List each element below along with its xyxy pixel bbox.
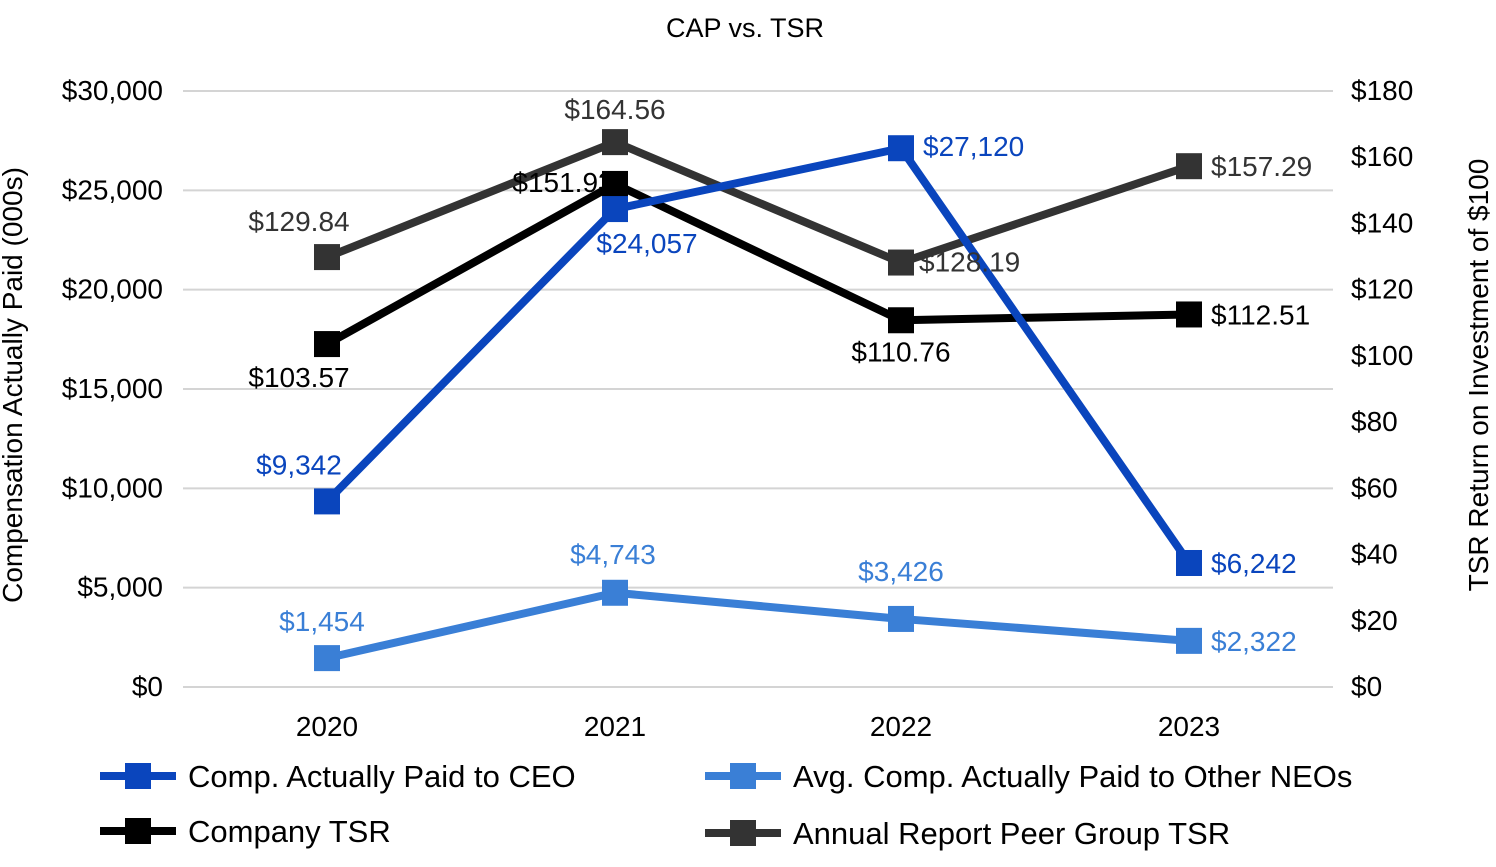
legend-swatch-marker xyxy=(730,820,756,846)
x-tick-label: 2020 xyxy=(296,711,358,742)
marker-peer-tsr xyxy=(314,244,340,271)
gridlines xyxy=(183,90,1333,688)
series-line-peer-tsr xyxy=(325,138,1191,267)
marker-ceo-cap xyxy=(602,196,628,223)
right-tick-label: $80 xyxy=(1351,406,1398,437)
marker-company-tsr xyxy=(314,331,340,358)
chart-title: CAP vs. TSR xyxy=(666,13,824,43)
legend-item-company-tsr: Company TSR xyxy=(100,814,391,849)
data-label-peer-tsr: $164.56 xyxy=(564,94,665,125)
marker-company-tsr xyxy=(602,170,628,197)
right-tick-label: $180 xyxy=(1351,75,1413,106)
series-line-company-tsr xyxy=(325,179,1190,348)
right-tick-label: $0 xyxy=(1351,671,1382,702)
marker-neo-cap xyxy=(888,605,914,632)
left-tick-label: $20,000 xyxy=(62,274,163,305)
legend-label: Comp. Actually Paid to CEO xyxy=(188,759,576,794)
x-axis-ticks: 2020 2021 2022 2023 xyxy=(296,711,1220,742)
data-label-company-tsr: $103.57 xyxy=(248,362,349,393)
marker-peer-tsr xyxy=(1176,153,1202,180)
data-label-peer-tsr: $157.29 xyxy=(1211,151,1312,182)
data-label-company-tsr: $112.51 xyxy=(1211,299,1310,330)
data-label-ceo-cap: $9,342 xyxy=(256,449,342,480)
data-label-company-tsr: $151.93 xyxy=(512,167,613,198)
left-tick-label: $30,000 xyxy=(62,75,163,106)
data-label-peer-tsr: $128.19 xyxy=(919,247,1020,278)
data-label-ceo-cap: $6,242 xyxy=(1211,548,1297,579)
x-tick-label: 2022 xyxy=(870,711,932,742)
legend-label: Avg. Comp. Actually Paid to Other NEOs xyxy=(793,759,1352,794)
data-label-ceo-cap: $27,120 xyxy=(923,131,1024,162)
marker-ceo-cap xyxy=(1176,549,1202,576)
marker-peer-tsr xyxy=(888,249,914,276)
left-tick-label: $10,000 xyxy=(62,472,163,503)
marker-neo-cap xyxy=(314,645,340,672)
legend-swatch-marker xyxy=(730,763,756,789)
series-lines xyxy=(314,129,1202,672)
right-tick-label: $140 xyxy=(1351,207,1413,238)
legend-swatch-marker xyxy=(125,818,151,844)
data-label-neo-cap: $2,322 xyxy=(1211,626,1297,657)
data-label-neo-cap: $3,426 xyxy=(858,556,944,587)
right-tick-label: $160 xyxy=(1351,141,1413,172)
right-tick-label: $40 xyxy=(1351,539,1398,570)
left-tick-label: $0 xyxy=(132,671,163,702)
marker-company-tsr xyxy=(888,307,914,334)
legend-label: Company TSR xyxy=(188,814,391,849)
data-label-neo-cap: $1,454 xyxy=(279,606,365,637)
data-label-peer-tsr: $129.84 xyxy=(248,206,349,237)
data-label-ceo-cap: $24,057 xyxy=(596,228,697,259)
right-tick-label: $60 xyxy=(1351,472,1398,503)
data-label-neo-cap: $4,743 xyxy=(570,539,656,570)
x-tick-label: 2021 xyxy=(584,711,646,742)
legend-item-neo-cap: Avg. Comp. Actually Paid to Other NEOs xyxy=(705,759,1352,794)
marker-ceo-cap xyxy=(314,488,340,515)
series-line-ceo-cap xyxy=(324,144,1193,566)
marker-neo-cap xyxy=(1176,627,1202,654)
series-line-neo-cap xyxy=(326,588,1190,663)
right-tick-label: $120 xyxy=(1351,274,1413,305)
marker-peer-tsr xyxy=(602,129,628,156)
right-axis-ticks: $0 $20 $40 $60 $80 $100 $120 $140 $160 $180 xyxy=(1351,75,1413,702)
legend-swatch-marker xyxy=(125,763,151,789)
x-tick-label: 2023 xyxy=(1158,711,1220,742)
legend-item-peer-tsr: Annual Report Peer Group TSR xyxy=(705,816,1230,851)
right-tick-label: $100 xyxy=(1351,340,1413,371)
left-axis-ticks: $0 $5,000 $10,000 $15,000 $20,000 $25,000 $30,… xyxy=(62,75,163,702)
left-tick-label: $25,000 xyxy=(62,174,163,205)
marker-company-tsr xyxy=(1176,301,1202,328)
right-axis-label: TSR Return on Investment of $100 xyxy=(1463,159,1494,592)
data-labels: $9,342 $24,057 $27,120 $6,242 $1,454 $4,743 $3… xyxy=(248,94,1312,657)
marker-neo-cap xyxy=(602,579,628,606)
left-tick-label: $15,000 xyxy=(62,373,163,404)
legend-item-ceo-cap: Comp. Actually Paid to CEO xyxy=(100,759,576,794)
legend: Comp. Actually Paid to CEO Avg. Comp. Act… xyxy=(100,759,1352,851)
left-tick-label: $5,000 xyxy=(77,572,163,603)
data-label-company-tsr: $110.76 xyxy=(851,336,950,367)
right-tick-label: $20 xyxy=(1351,605,1398,636)
marker-ceo-cap xyxy=(888,135,914,162)
left-axis-label: Compensation Actually Paid (000s) xyxy=(0,167,28,603)
legend-label: Annual Report Peer Group TSR xyxy=(793,816,1230,851)
